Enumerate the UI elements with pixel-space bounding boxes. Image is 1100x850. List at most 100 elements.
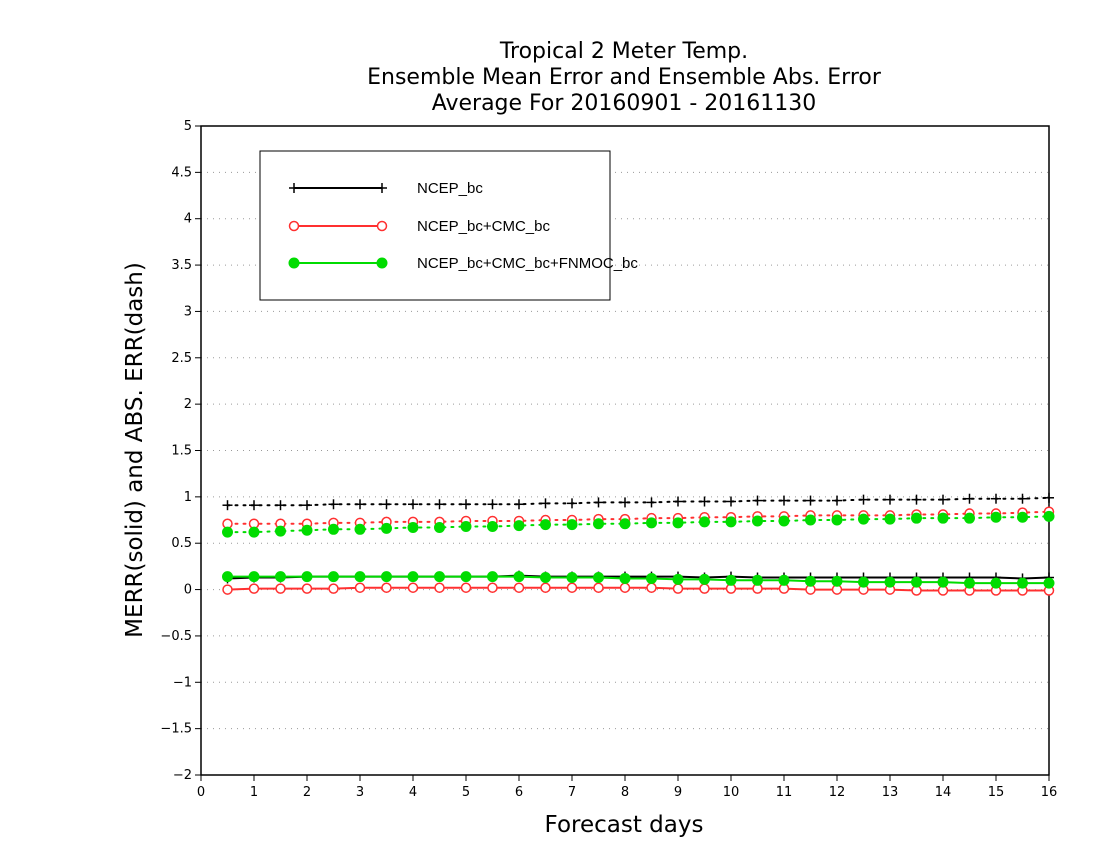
mean-error-point	[619, 572, 631, 584]
abs-error-point	[1043, 510, 1055, 522]
abs-error-point	[805, 514, 816, 526]
abs-error-point	[328, 499, 339, 510]
abs-error-point	[487, 499, 498, 510]
x-tick-label: 2	[303, 785, 311, 800]
abs-error-point	[514, 499, 524, 510]
mean-error-point	[911, 576, 922, 588]
abs-error-point	[381, 499, 392, 510]
abs-error-point	[672, 517, 684, 529]
mean-error-point	[434, 571, 445, 583]
mean-error-point	[487, 571, 498, 583]
mean-error-point	[619, 582, 631, 593]
y-axis: −2 −1.5 −1 −0.5 0 0.5 1 1.5 2 2.5 3 3.5 4 4.5 5	[160, 119, 201, 783]
legend-marker	[288, 257, 300, 269]
mean-error-point	[513, 582, 525, 593]
y-tick-label: 2	[184, 397, 192, 412]
mean-error-point	[222, 571, 233, 583]
y-tick-label: 0	[184, 583, 192, 598]
abs-error-point	[938, 494, 948, 505]
mean-error-point	[752, 574, 763, 586]
y-tick-label: −0.5	[160, 629, 192, 644]
mean-error-point	[381, 582, 392, 593]
abs-error-point	[328, 523, 339, 535]
y-tick-label: −2	[173, 768, 192, 783]
legend-entry-2: NCEP_bc+CMC_bc	[288, 218, 550, 235]
series-layer	[222, 492, 1055, 596]
abs-error-point	[381, 522, 392, 534]
series-2	[222, 506, 1055, 596]
x-axis: 0 1 2 3 4 5 6 7 8 9 10 11 12 13 14 15 16	[197, 775, 1057, 800]
x-tick-label: 3	[356, 785, 364, 800]
x-tick-label: 6	[515, 785, 523, 800]
abs-error-point	[1017, 493, 1028, 504]
legend-entry-1: NCEP_bc	[289, 180, 483, 197]
legend-marker	[289, 183, 299, 193]
x-tick-label: 5	[462, 785, 470, 800]
abs-error-point	[302, 500, 312, 511]
abs-error-point	[779, 495, 789, 506]
mean-error-point	[805, 575, 816, 587]
y-tick-label: 4.5	[171, 165, 192, 180]
abs-error-point	[407, 521, 419, 533]
x-axis-label: Forecast days	[545, 812, 704, 838]
abs-error-point	[275, 525, 286, 537]
abs-error-point	[222, 500, 233, 511]
abs-error-point	[460, 521, 472, 533]
abs-error-point	[540, 519, 551, 531]
y-tick-label: 1.5	[171, 444, 192, 459]
mean-error-point	[275, 571, 286, 583]
abs-error-point	[461, 499, 471, 510]
abs-error-point	[885, 494, 895, 505]
legend-marker	[376, 257, 388, 269]
x-tick-label: 14	[935, 785, 952, 800]
mean-error-point	[540, 572, 551, 584]
abs-error-point	[752, 495, 763, 506]
abs-error-point	[699, 516, 710, 528]
mean-error-point	[699, 583, 710, 594]
abs-error-point	[990, 511, 1002, 523]
abs-error-point	[593, 497, 604, 508]
mean-error-point	[275, 583, 286, 594]
mean-error-point	[672, 583, 684, 594]
abs-error-point	[911, 512, 922, 524]
mean-error-point	[884, 576, 896, 588]
abs-error-point	[646, 517, 657, 529]
legend-marker	[377, 183, 387, 193]
abs-error-point	[964, 493, 975, 504]
y-tick-label: 0.5	[171, 536, 192, 551]
abs-error-point	[434, 499, 445, 510]
x-tick-label: 13	[882, 785, 899, 800]
y-tick-label: 4	[184, 212, 192, 227]
abs-error-point	[620, 497, 630, 508]
y-tick-label: 3	[184, 304, 192, 319]
mean-error-point	[540, 582, 551, 593]
abs-error-point	[567, 498, 577, 509]
mean-error-point	[354, 571, 366, 583]
abs-error-point	[752, 515, 763, 527]
abs-error-point	[805, 495, 816, 506]
mean-error-point	[381, 571, 392, 583]
title-line-2: Ensemble Mean Error and Ensemble Abs. Er…	[367, 65, 882, 90]
mean-error-point	[248, 583, 260, 594]
abs-error-point	[858, 494, 869, 505]
mean-error-point	[566, 582, 578, 593]
mean-error-point	[858, 576, 869, 588]
series-1	[222, 492, 1054, 584]
legend-marker	[288, 220, 300, 232]
abs-error-point	[222, 526, 233, 538]
mean-error-point	[566, 572, 578, 584]
title-line-1: Tropical 2 Meter Temp.	[499, 39, 748, 64]
x-tick-label: 9	[674, 785, 682, 800]
abs-error-point	[434, 521, 445, 533]
abs-error-point	[646, 497, 657, 508]
mean-error-point	[248, 571, 260, 583]
mean-error-point	[1043, 577, 1055, 589]
legend-label: NCEP_bc+CMC_bc	[417, 218, 550, 235]
mean-error-point	[778, 574, 790, 586]
mean-error-point	[301, 583, 313, 594]
abs-error-point	[778, 515, 790, 527]
title-line-3: Average For 20160901 - 20161130	[432, 91, 817, 116]
abs-error-point	[1017, 511, 1028, 523]
abs-error-point	[248, 526, 260, 538]
